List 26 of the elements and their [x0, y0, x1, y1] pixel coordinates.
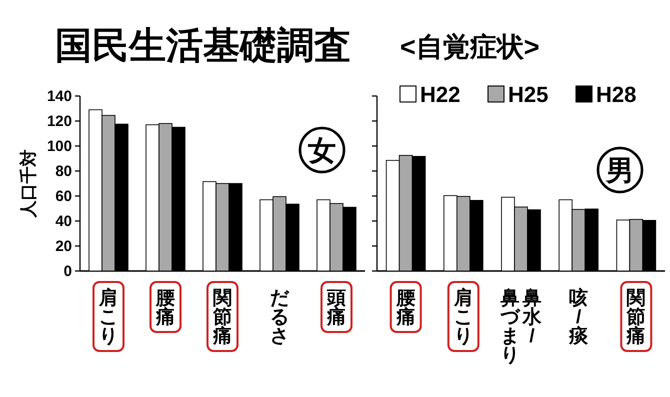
- y-tick-label: 100: [46, 138, 72, 155]
- x-tick-label: 咳/痰: [568, 287, 590, 347]
- x-tick-label: だるさ: [270, 288, 290, 347]
- y-tick-label: 140: [46, 88, 72, 105]
- x-tick-label: 鼻水/鼻づまり: [500, 287, 542, 366]
- annotation: 男: [605, 155, 634, 186]
- chart-title: <自覚症状>: [400, 32, 540, 62]
- legend-label: H25: [508, 82, 548, 107]
- x-tick-label: 肩こり: [452, 287, 473, 347]
- annotation: 女: [307, 135, 336, 166]
- y-tick-label: 80: [55, 163, 72, 180]
- x-tick-label: 腰痛: [395, 288, 416, 328]
- x-tick-label: 関節痛: [626, 288, 646, 347]
- x-tick-label: 肩こり: [98, 287, 118, 347]
- y-axis-title: 人口千対: [19, 150, 38, 218]
- legend-label: H22: [420, 82, 460, 107]
- x-tick-label: 腰痛: [155, 288, 175, 328]
- x-tick-label: 頭痛: [326, 288, 346, 328]
- y-tick-label: 120: [46, 113, 72, 130]
- legend-label: H28: [596, 82, 636, 107]
- chart-title: 国民生活基礎調査: [55, 25, 351, 66]
- y-tick-label: 60: [55, 188, 72, 205]
- y-tick-label: 20: [55, 238, 72, 255]
- x-tick-label: 関節痛: [212, 288, 232, 347]
- y-tick-label: 0: [64, 263, 72, 280]
- y-tick-label: 40: [55, 213, 72, 230]
